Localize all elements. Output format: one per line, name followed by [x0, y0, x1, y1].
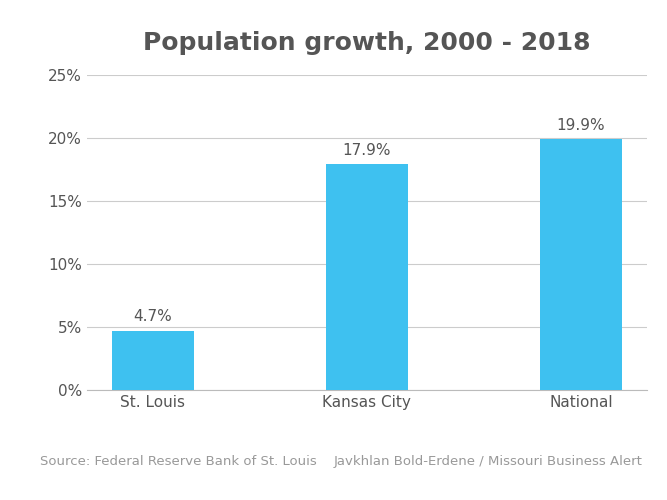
Text: 19.9%: 19.9%	[556, 118, 605, 133]
Bar	[112, 331, 193, 390]
Title: Population growth, 2000 - 2018: Population growth, 2000 - 2018	[143, 31, 590, 55]
Text: 17.9%: 17.9%	[343, 143, 391, 158]
Bar	[540, 140, 622, 390]
Text: 4.7%: 4.7%	[133, 310, 172, 324]
Bar	[326, 164, 408, 390]
Text: Source: Federal Reserve Bank of St. Louis: Source: Federal Reserve Bank of St. Loui…	[40, 455, 317, 468]
Text: Javkhlan Bold-Erdene / Missouri Business Alert: Javkhlan Bold-Erdene / Missouri Business…	[334, 455, 642, 468]
